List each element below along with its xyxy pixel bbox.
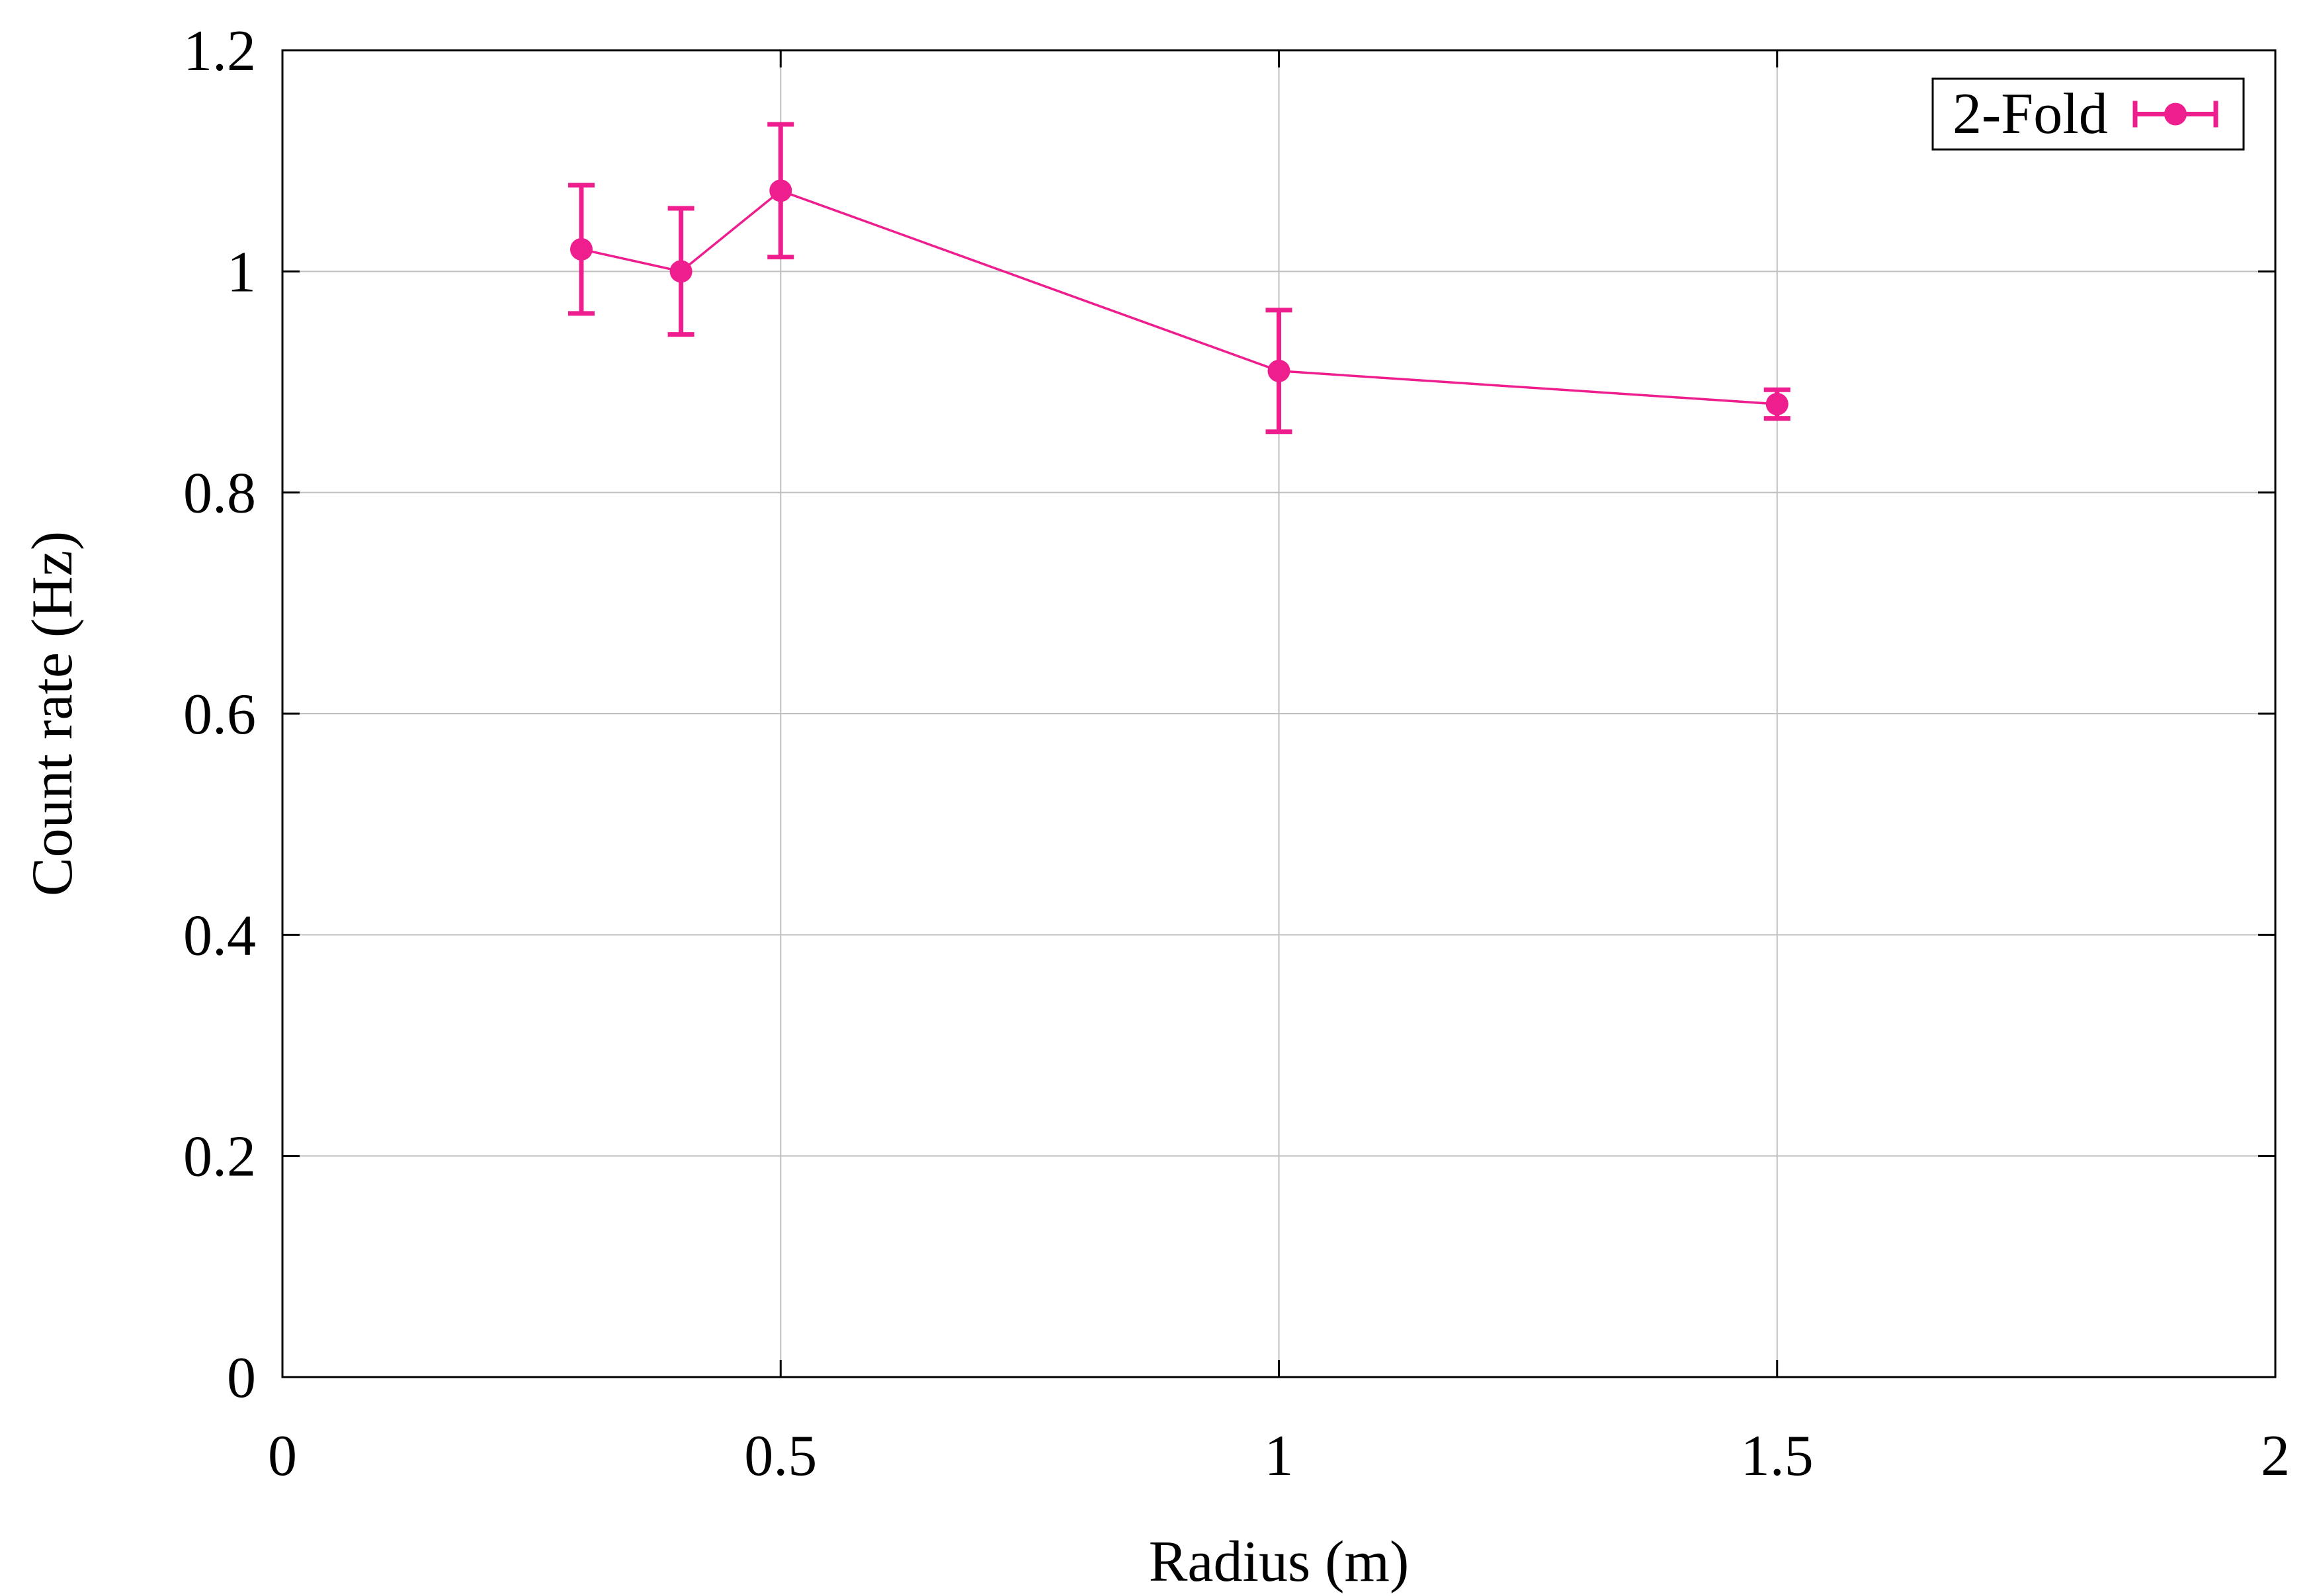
- data-point: [570, 238, 593, 261]
- x-tick-label: 0.5: [744, 1424, 817, 1488]
- y-tick-label: 1: [227, 240, 256, 304]
- legend-symbol-marker: [2164, 103, 2187, 126]
- data-point: [1766, 393, 1789, 415]
- x-tick-label: 1: [1265, 1424, 1294, 1488]
- data-point: [670, 260, 693, 282]
- y-tick-label: 0.2: [183, 1125, 256, 1189]
- y-axis-title: Count rate (Hz): [21, 531, 85, 896]
- legend: 2-Fold: [1933, 79, 2244, 149]
- y-tick-label: 0.4: [183, 903, 256, 968]
- y-tick-label: 0.8: [183, 462, 256, 526]
- x-tick-label: 2: [2261, 1424, 2290, 1488]
- legend-label-2fold: 2-Fold: [1953, 82, 2108, 146]
- x-tick-label: 1.5: [1741, 1424, 1814, 1488]
- x-axis-title: Radius (m): [1149, 1530, 1410, 1594]
- data-point: [1268, 360, 1290, 382]
- y-tick-label: 1.2: [183, 19, 256, 83]
- y-tick-label: 0.6: [183, 683, 256, 747]
- y-tick-label: 0: [227, 1346, 256, 1410]
- x-tick-label: 0: [268, 1424, 297, 1488]
- data-point: [769, 179, 792, 202]
